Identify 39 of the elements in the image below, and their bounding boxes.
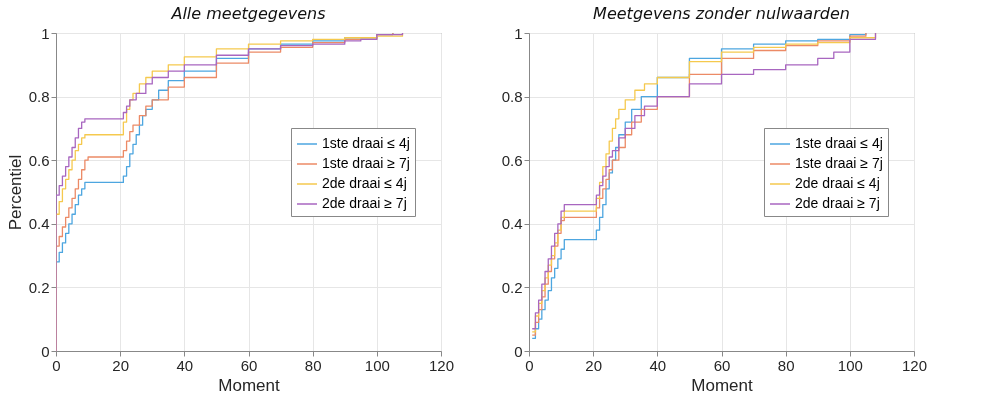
legend-label: 2de draai ≤ 4j xyxy=(322,175,407,191)
y-tick-label: 0.2 xyxy=(28,278,50,296)
y-axis-title: Percentiel xyxy=(5,154,25,231)
x-tick-label: 120 xyxy=(428,356,455,374)
x-tick-label: 80 xyxy=(777,356,795,374)
x-tick-label: 40 xyxy=(649,356,667,374)
x-tick-label: 100 xyxy=(364,356,390,374)
y-tick-label: 0.4 xyxy=(501,215,523,233)
y-tick-label: 0.6 xyxy=(28,151,50,169)
legend-label: 1ste draai ≥ 7j xyxy=(795,155,883,171)
y-tick-label: 0.8 xyxy=(501,88,523,106)
legend-label: 2de draai ≥ 7j xyxy=(795,195,880,211)
x-tick-label: 60 xyxy=(713,356,731,374)
x-tick-label: 40 xyxy=(176,356,194,374)
legend-label: 1ste draai ≥ 7j xyxy=(322,155,410,171)
x-tick-label: 60 xyxy=(240,356,258,374)
x-tick-label: 0 xyxy=(52,356,61,374)
x-tick-label: 100 xyxy=(837,356,863,374)
y-tick-label: 0.8 xyxy=(28,88,50,106)
x-axis-title: Moment xyxy=(691,375,753,395)
chart-title: Meetgevens zonder nulwaarden xyxy=(593,4,850,23)
y-tick-label: 0 xyxy=(41,342,50,360)
legend-label: 1ste draai ≤ 4j xyxy=(322,135,410,151)
x-tick-label: 80 xyxy=(304,356,322,374)
chart-title: Alle meetgegevens xyxy=(170,4,326,23)
y-tick-label: 1 xyxy=(41,24,50,42)
y-tick-label: 0.6 xyxy=(501,151,523,169)
x-axis-title: Moment xyxy=(218,375,280,395)
y-tick-label: 0.2 xyxy=(501,278,523,296)
x-tick-label: 120 xyxy=(901,356,928,374)
x-tick-label: 20 xyxy=(112,356,130,374)
y-tick-label: 0 xyxy=(514,342,523,360)
x-tick-label: 20 xyxy=(585,356,603,374)
x-tick-label: 0 xyxy=(525,356,534,374)
legend-label: 2de draai ≤ 4j xyxy=(795,175,880,191)
legend-label: 2de draai ≥ 7j xyxy=(322,195,407,211)
y-tick-label: 1 xyxy=(514,24,523,42)
legend-label: 1ste draai ≤ 4j xyxy=(795,135,883,151)
y-tick-label: 0.4 xyxy=(28,215,50,233)
